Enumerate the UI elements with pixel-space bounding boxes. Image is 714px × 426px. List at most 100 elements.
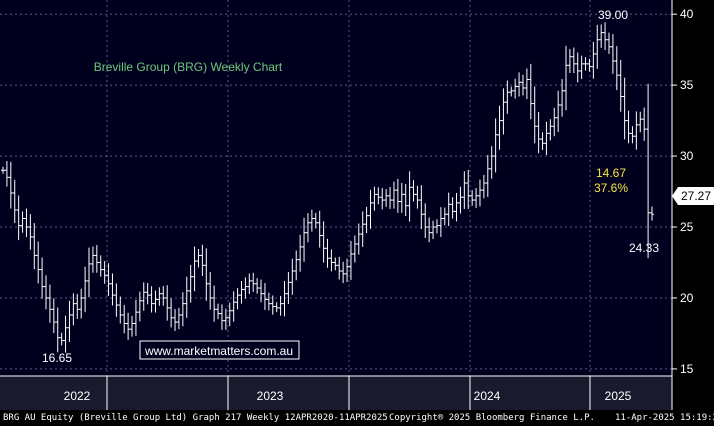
price-bar [274, 302, 279, 313]
price-bar [51, 298, 56, 334]
x-tick-label: 2022 [64, 389, 91, 403]
price-bar [427, 217, 432, 243]
price-bar [294, 250, 299, 281]
price-bar [59, 332, 64, 346]
price-bar [579, 55, 584, 80]
chart-title: Breville Group (BRG) Weekly Chart [94, 60, 283, 74]
price-bar [520, 74, 525, 96]
price-bar [634, 111, 639, 150]
price-bar [239, 280, 244, 304]
price-bar [55, 307, 60, 353]
footer-copyright: Copyright® 2025 Bloomberg Finance L.P. [389, 413, 595, 423]
price-bars [1, 22, 654, 353]
price-bar [505, 80, 510, 114]
last-price-label: 27.27 [681, 189, 711, 203]
y-tick-label: 25 [680, 220, 694, 234]
price-bar [481, 174, 486, 199]
price-bar [442, 207, 447, 226]
price-bar [325, 238, 330, 268]
price-bar [595, 24, 600, 69]
price-bar [497, 105, 502, 150]
price-bar [204, 248, 209, 301]
price-bar [650, 206, 654, 221]
price-bar [552, 107, 557, 137]
price-bar [384, 189, 389, 207]
price-bar [309, 209, 314, 232]
price-bar [391, 181, 396, 209]
price-bar [352, 235, 357, 263]
price-bar [255, 278, 260, 294]
price-bar [524, 68, 529, 99]
price-bar [341, 261, 346, 284]
price-bar [180, 292, 185, 327]
price-bar [157, 287, 162, 306]
price-bar [153, 290, 158, 313]
price-bar [176, 307, 181, 330]
price-bar [286, 272, 291, 304]
price-bar [415, 185, 420, 209]
price-bar [90, 246, 95, 273]
price-bar [149, 286, 154, 313]
price-bar [348, 240, 353, 280]
price-bar [63, 315, 68, 353]
last-price-marker: 27.27 [672, 187, 714, 205]
price-bar [270, 295, 275, 315]
price-bar [259, 279, 264, 303]
price-bar [20, 211, 25, 233]
price-bar [587, 58, 592, 72]
price-bar [618, 59, 623, 112]
price-bar [305, 213, 310, 243]
price-bar [567, 48, 572, 74]
price-bar [591, 41, 596, 79]
price-bar [223, 308, 228, 330]
price-bar [247, 273, 252, 295]
price-bar [610, 34, 615, 74]
y-tick-label: 15 [680, 362, 694, 376]
price-bar [1, 166, 5, 174]
price-bar [458, 186, 463, 214]
price-bar [434, 219, 439, 234]
drop-pct-label: 37.6% [594, 181, 628, 195]
price-bar [169, 298, 174, 328]
x-tick-label: 2023 [257, 389, 284, 403]
price-bar [399, 183, 404, 213]
price-bar [208, 272, 213, 310]
price-bar [188, 264, 193, 303]
price-bar [137, 291, 142, 322]
price-bar [4, 161, 9, 187]
price-bar [133, 299, 138, 336]
price-bar [302, 217, 307, 262]
price-bar [540, 132, 545, 151]
footer-timestamp: 11-Apr-2025 15:19:22 [615, 413, 714, 423]
price-bar [145, 283, 150, 305]
price-bar [630, 126, 635, 144]
price-bar [118, 296, 123, 324]
price-bar [438, 207, 443, 237]
footer-security: BRG AU Equity (Breville Group Ltd) Graph… [3, 413, 388, 423]
price-bar [317, 210, 322, 248]
price-bar [110, 273, 115, 306]
price-bar [16, 195, 21, 241]
price-bar [419, 185, 424, 230]
price-bar [47, 284, 52, 323]
price-bar [603, 22, 608, 51]
price-bar [102, 261, 107, 284]
price-bar [313, 212, 318, 229]
drop-value-label: 14.67 [596, 166, 626, 180]
price-bar [501, 88, 506, 135]
price-bar [356, 223, 361, 255]
price-bar [556, 90, 561, 132]
footer: BRG AU Equity (Breville Group Ltd) Graph… [0, 410, 714, 426]
price-bar [599, 24, 604, 48]
y-axis-ticks: 15 20 25 30 35 40 [672, 7, 694, 376]
price-bar [24, 208, 29, 237]
price-bar [333, 257, 338, 271]
price-bar [364, 206, 369, 234]
price-bar [126, 312, 131, 340]
price-bar [44, 275, 49, 310]
price-bar [548, 119, 553, 141]
price-bar [466, 169, 471, 209]
price-bar [28, 214, 33, 250]
price-bar [106, 263, 111, 296]
